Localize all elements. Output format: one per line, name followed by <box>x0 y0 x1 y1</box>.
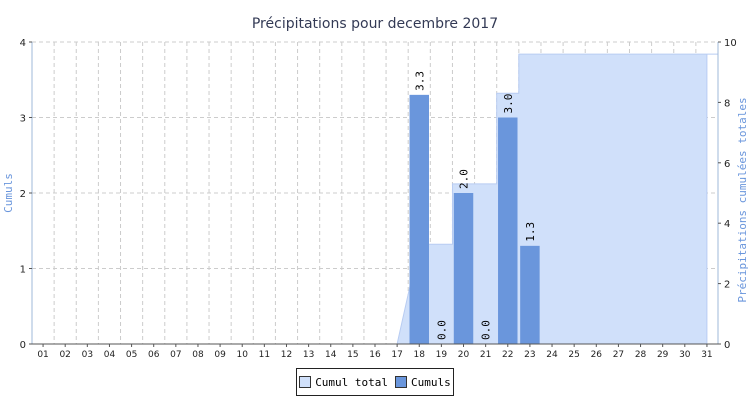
y-axis-left-label: Cumuls <box>2 173 15 213</box>
data-label-layer: 3.3 0.0 2.0 0.0 3.0 1.3 <box>413 71 537 340</box>
data-label-23: 1.3 <box>524 222 537 242</box>
x-tick-label-27: 27 <box>613 350 624 360</box>
x-tick-label-21: 21 <box>480 350 491 360</box>
y-tick-label-right: 8 <box>724 98 730 109</box>
x-tick-label-10: 10 <box>236 350 248 360</box>
data-label-18: 3.3 <box>413 71 426 91</box>
bar-series-layer <box>409 94 540 344</box>
y-tick-label-right: 0 <box>724 340 730 351</box>
y-tick-label-left: 1 <box>20 265 26 276</box>
legend-swatch-cumuls <box>395 376 408 388</box>
x-tick-label-14: 14 <box>325 350 337 360</box>
legend-label-cumul-total: Cumul total <box>315 375 389 389</box>
x-tick-label-16: 16 <box>369 350 381 360</box>
x-tick-label-26: 26 <box>591 350 603 360</box>
x-tick-label-22: 22 <box>502 350 513 360</box>
x-tick-label-09: 09 <box>214 350 226 360</box>
x-tick-label-18: 18 <box>414 350 426 360</box>
y-tick-label-right: 4 <box>724 219 730 230</box>
x-tick-label-25: 25 <box>568 350 579 360</box>
chart-title: Précipitations pour decembre 2017 <box>251 16 499 32</box>
x-tick-label-04: 04 <box>104 350 116 360</box>
legend-swatch-cumul-total <box>299 376 312 388</box>
y-tick-label-left: 3 <box>20 114 26 125</box>
bar-22 <box>498 117 518 344</box>
x-tick-label-13: 13 <box>303 350 314 360</box>
bar-20 <box>453 193 474 344</box>
y-tick-label-right: 2 <box>724 280 730 291</box>
y-axis-right-label: Précipitations cumulées totales <box>736 97 749 302</box>
y-tick-label-left: 2 <box>20 189 26 200</box>
x-tick-label-12: 12 <box>281 350 292 360</box>
x-tick-label-29: 29 <box>657 350 669 360</box>
data-label-20: 2.0 <box>458 169 471 189</box>
x-tick-label-30: 30 <box>679 350 691 360</box>
x-tick-label-31: 31 <box>701 350 712 360</box>
x-tick-label-11: 11 <box>259 350 270 360</box>
legend-label-cumuls: Cumuls <box>411 375 451 389</box>
legend-item-cumuls: Cumuls <box>395 376 451 389</box>
data-label-19: 0.0 <box>435 320 448 340</box>
x-tick-label-19: 19 <box>436 350 448 360</box>
x-tick-label-03: 03 <box>82 350 93 360</box>
x-tick-label-17: 17 <box>391 350 402 360</box>
x-tick-label-06: 06 <box>148 350 160 360</box>
bar-23 <box>520 245 540 344</box>
x-tick-label-28: 28 <box>635 350 647 360</box>
data-label-21: 0.0 <box>480 320 493 340</box>
x-tick-label-02: 02 <box>59 350 70 360</box>
x-tick-label-05: 05 <box>126 350 137 360</box>
area-cumul-total <box>396 53 718 345</box>
y-tick-label-right: 6 <box>724 159 730 170</box>
x-tick-label-15: 15 <box>347 350 358 360</box>
legend-item-cumul-total: Cumul total <box>299 376 388 389</box>
x-tick-label-01: 01 <box>37 350 48 360</box>
x-tick-label-20: 20 <box>458 350 470 360</box>
y-tick-label-left: 0 <box>20 340 26 351</box>
x-tick-label-24: 24 <box>546 350 558 360</box>
bar-18 <box>409 94 429 344</box>
x-tick-label-23: 23 <box>524 350 535 360</box>
x-tick-label-07: 07 <box>170 350 181 360</box>
area-series-layer <box>396 53 718 345</box>
y-tick-label-left: 4 <box>20 38 26 49</box>
data-label-22: 3.0 <box>502 94 515 114</box>
legend: Cumul total Cumuls <box>296 368 454 396</box>
y-tick-label-right: 10 <box>724 38 737 49</box>
x-tick-label-08: 08 <box>192 350 204 360</box>
